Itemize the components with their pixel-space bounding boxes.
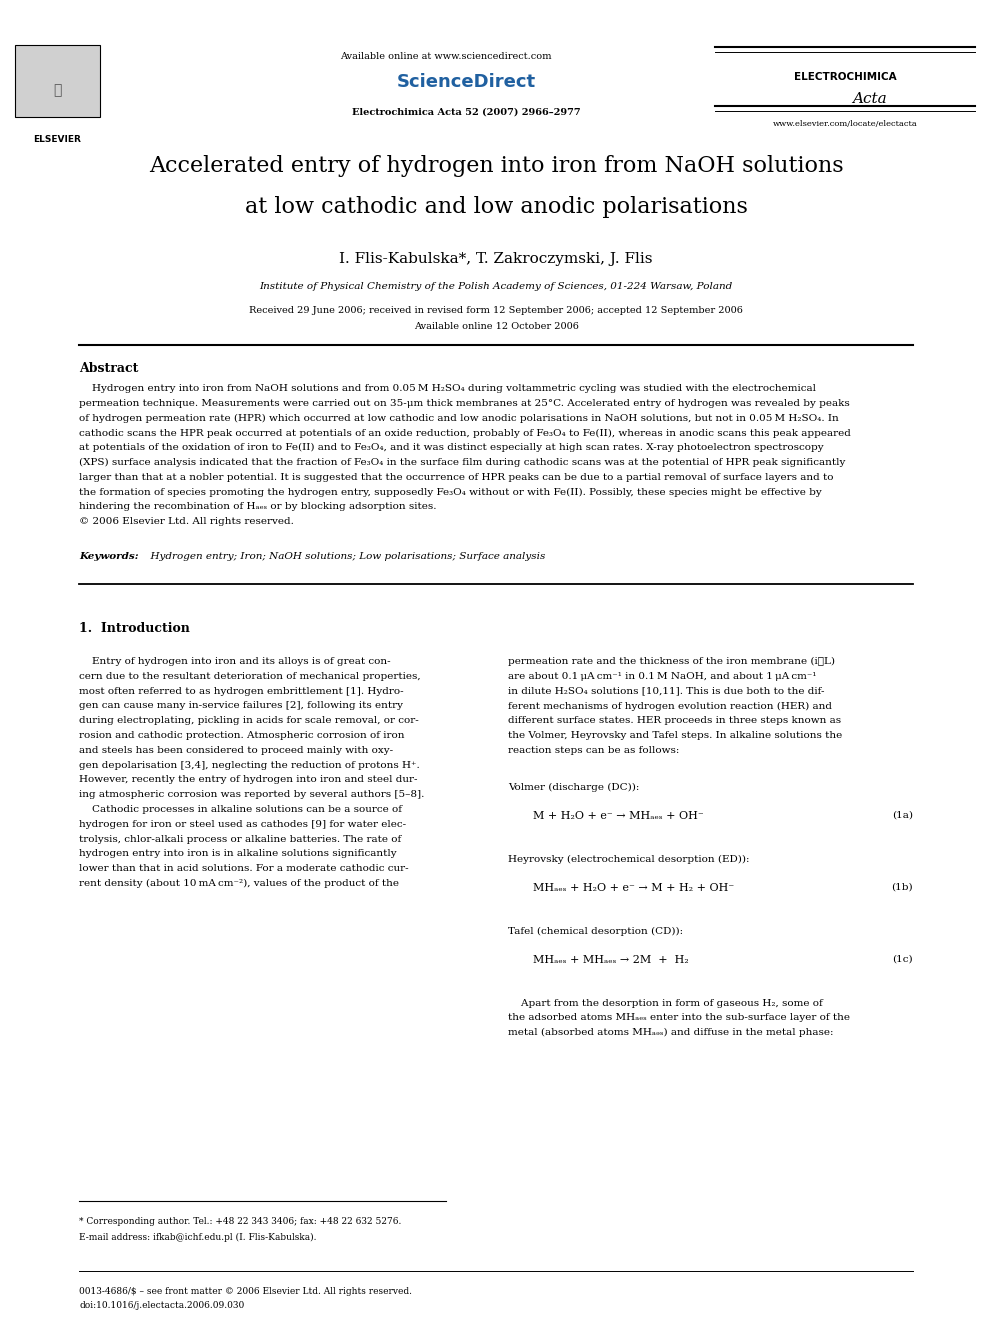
Text: at low cathodic and low anodic polarisations: at low cathodic and low anodic polarisat…: [245, 196, 747, 218]
Text: ferent mechanisms of hydrogen evolution reaction (HER) and: ferent mechanisms of hydrogen evolution …: [508, 701, 832, 710]
Text: Cathodic processes in alkaline solutions can be a source of: Cathodic processes in alkaline solutions…: [79, 804, 402, 814]
Text: gen can cause many in-service failures [2], following its entry: gen can cause many in-service failures […: [79, 701, 403, 710]
Text: I. Flis-Kabulska*, T. Zakroczymski, J. Flis: I. Flis-Kabulska*, T. Zakroczymski, J. F…: [339, 251, 653, 266]
Text: lower than that in acid solutions. For a moderate cathodic cur-: lower than that in acid solutions. For a…: [79, 864, 409, 873]
Text: doi:10.1016/j.electacta.2006.09.030: doi:10.1016/j.electacta.2006.09.030: [79, 1301, 244, 1310]
Text: permeation technique. Measurements were carried out on 35-μm thick membranes at : permeation technique. Measurements were …: [79, 398, 850, 407]
Text: and steels has been considered to proceed mainly with oxy-: and steels has been considered to procee…: [79, 746, 393, 755]
Text: 🌲: 🌲: [53, 83, 62, 97]
Text: (1a): (1a): [892, 811, 913, 820]
Text: Acta: Acta: [853, 93, 888, 106]
Text: at potentials of the oxidation of iron to Fe(II) and to Fe₃O₄, and it was distin: at potentials of the oxidation of iron t…: [79, 443, 823, 452]
Text: of hydrogen permeation rate (HPR) which occurred at low cathodic and low anodic : of hydrogen permeation rate (HPR) which …: [79, 414, 839, 423]
Text: 1.  Introduction: 1. Introduction: [79, 622, 189, 635]
Text: Available online at www.sciencedirect.com: Available online at www.sciencedirect.co…: [340, 52, 552, 61]
Text: cern due to the resultant deterioration of mechanical properties,: cern due to the resultant deterioration …: [79, 672, 421, 681]
Text: Accelerated entry of hydrogen into iron from NaOH solutions: Accelerated entry of hydrogen into iron …: [149, 155, 843, 177]
Text: Hydrogen entry; Iron; NaOH solutions; Low polarisations; Surface analysis: Hydrogen entry; Iron; NaOH solutions; Lo…: [144, 552, 546, 561]
Text: the formation of species promoting the hydrogen entry, supposedly Fe₃O₄ without : the formation of species promoting the h…: [79, 488, 821, 496]
Text: gen depolarisation [3,4], neglecting the reduction of protons H⁺.: gen depolarisation [3,4], neglecting the…: [79, 761, 420, 770]
Text: ing atmospheric corrosion was reported by several authors [5–8].: ing atmospheric corrosion was reported b…: [79, 790, 425, 799]
Text: © 2006 Elsevier Ltd. All rights reserved.: © 2006 Elsevier Ltd. All rights reserved…: [79, 517, 294, 527]
Text: Electrochimica Acta 52 (2007) 2966–2977: Electrochimica Acta 52 (2007) 2966–2977: [352, 108, 580, 116]
Text: www.elsevier.com/locate/electacta: www.elsevier.com/locate/electacta: [773, 120, 918, 128]
Text: rent density (about 10 mA cm⁻²), values of the product of the: rent density (about 10 mA cm⁻²), values …: [79, 878, 399, 888]
Text: ELSEVIER: ELSEVIER: [33, 135, 81, 144]
Text: Apart from the desorption in form of gaseous H₂, some of: Apart from the desorption in form of gas…: [508, 999, 822, 1008]
Text: * Corresponding author. Tel.: +48 22 343 3406; fax: +48 22 632 5276.: * Corresponding author. Tel.: +48 22 343…: [79, 1217, 402, 1226]
Text: (XPS) surface analysis indicated that the fraction of Fe₃O₄ in the surface film : (XPS) surface analysis indicated that th…: [79, 458, 845, 467]
Text: MHₐₑₛ + MHₐₑₛ → 2M  +  H₂: MHₐₑₛ + MHₐₑₛ → 2M + H₂: [533, 955, 688, 964]
Text: larger than that at a nobler potential. It is suggested that the occurrence of H: larger than that at a nobler potential. …: [79, 472, 833, 482]
Text: trolysis, chlor-alkali process or alkaline batteries. The rate of: trolysis, chlor-alkali process or alkali…: [79, 835, 401, 844]
Text: permeation rate and the thickness of the iron membrane (i₝L): permeation rate and the thickness of the…: [508, 658, 835, 665]
Text: Received 29 June 2006; received in revised form 12 September 2006; accepted 12 S: Received 29 June 2006; received in revis…: [249, 306, 743, 315]
Text: 0013-4686/$ – see front matter © 2006 Elsevier Ltd. All rights reserved.: 0013-4686/$ – see front matter © 2006 El…: [79, 1287, 412, 1297]
Text: Heyrovsky (electrochemical desorption (ED)):: Heyrovsky (electrochemical desorption (E…: [508, 855, 750, 864]
Text: E-mail address: ifkab@ichf.edu.pl (I. Flis-Kabulska).: E-mail address: ifkab@ichf.edu.pl (I. Fl…: [79, 1233, 316, 1242]
Text: different surface states. HER proceeds in three steps known as: different surface states. HER proceeds i…: [508, 716, 841, 725]
Text: are about 0.1 μA cm⁻¹ in 0.1 M NaOH, and about 1 μA cm⁻¹: are about 0.1 μA cm⁻¹ in 0.1 M NaOH, and…: [508, 672, 816, 681]
Text: during electroplating, pickling in acids for scale removal, or cor-: during electroplating, pickling in acids…: [79, 716, 419, 725]
Text: (1b): (1b): [892, 882, 913, 892]
Text: Tafel (chemical desorption (CD)):: Tafel (chemical desorption (CD)):: [508, 926, 683, 935]
Text: metal (absorbed atoms MHₐₔₛ) and diffuse in the metal phase:: metal (absorbed atoms MHₐₔₛ) and diffuse…: [508, 1028, 833, 1037]
Text: the Volmer, Heyrovsky and Tafel steps. In alkaline solutions the: the Volmer, Heyrovsky and Tafel steps. I…: [508, 732, 842, 740]
Text: Keywords:: Keywords:: [79, 552, 139, 561]
Text: in dilute H₂SO₄ solutions [10,11]. This is due both to the dif-: in dilute H₂SO₄ solutions [10,11]. This …: [508, 687, 824, 696]
Text: cathodic scans the HPR peak occurred at potentials of an oxide reduction, probab: cathodic scans the HPR peak occurred at …: [79, 429, 851, 438]
Text: Volmer (discharge (DC)):: Volmer (discharge (DC)):: [508, 783, 640, 791]
Text: hindering the recombination of Hₐₑₛ or by blocking adsorption sites.: hindering the recombination of Hₐₑₛ or b…: [79, 503, 436, 512]
Text: Abstract: Abstract: [79, 363, 138, 374]
Text: ScienceDirect: ScienceDirect: [397, 73, 536, 91]
Text: reaction steps can be as follows:: reaction steps can be as follows:: [508, 746, 680, 755]
Text: M + H₂O + e⁻ → MHₐₑₛ + OH⁻: M + H₂O + e⁻ → MHₐₑₛ + OH⁻: [533, 811, 703, 820]
Text: ELECTROCHIMICA: ELECTROCHIMICA: [794, 71, 897, 82]
Text: the adsorbed atoms MHₐₑₛ enter into the sub-surface layer of the: the adsorbed atoms MHₐₑₛ enter into the …: [508, 1013, 850, 1023]
Text: Available online 12 October 2006: Available online 12 October 2006: [414, 321, 578, 331]
Text: rosion and cathodic protection. Atmospheric corrosion of iron: rosion and cathodic protection. Atmosphe…: [79, 732, 405, 740]
Text: Hydrogen entry into iron from NaOH solutions and from 0.05 M H₂SO₄ during voltam: Hydrogen entry into iron from NaOH solut…: [79, 384, 816, 393]
Text: hydrogen for iron or steel used as cathodes [9] for water elec-: hydrogen for iron or steel used as catho…: [79, 820, 406, 828]
Text: MHₐₑₛ + H₂O + e⁻ → M + H₂ + OH⁻: MHₐₑₛ + H₂O + e⁻ → M + H₂ + OH⁻: [533, 882, 734, 893]
Text: most often referred to as hydrogen embrittlement [1]. Hydro-: most often referred to as hydrogen embri…: [79, 687, 404, 696]
Bar: [15, 45, 100, 116]
Text: Entry of hydrogen into iron and its alloys is of great con-: Entry of hydrogen into iron and its allo…: [79, 658, 391, 665]
Text: (1c): (1c): [893, 955, 913, 963]
Text: Institute of Physical Chemistry of the Polish Academy of Sciences, 01-224 Warsaw: Institute of Physical Chemistry of the P…: [259, 282, 733, 291]
Text: hydrogen entry into iron is in alkaline solutions significantly: hydrogen entry into iron is in alkaline …: [79, 849, 397, 859]
Text: However, recently the entry of hydrogen into iron and steel dur-: However, recently the entry of hydrogen …: [79, 775, 418, 785]
